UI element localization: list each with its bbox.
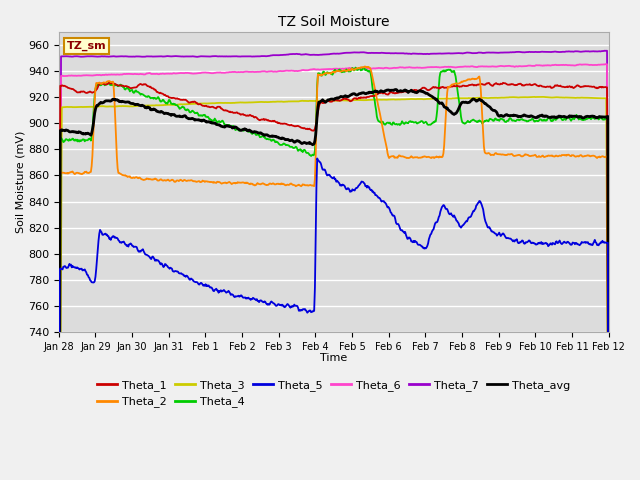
Theta_1 <box>417 86 425 92</box>
Theta_5 <box>177 270 185 276</box>
Theta_6 <box>206 70 214 76</box>
Theta_avg <box>417 88 425 94</box>
Line: Theta_5: Theta_5 <box>59 158 609 480</box>
Legend: Theta_1, Theta_2, Theta_3, Theta_4, Theta_5, Theta_6, Theta_7, Theta_avg: Theta_1, Theta_2, Theta_3, Theta_4, Thet… <box>97 380 570 408</box>
Theta_avg <box>605 409 612 415</box>
Theta_3 <box>122 103 129 109</box>
Theta_5 <box>122 241 129 247</box>
Theta_1 <box>207 104 215 110</box>
Theta_7 <box>65 53 72 59</box>
Theta_4 <box>122 87 129 93</box>
Theta_4 <box>65 138 72 144</box>
Theta_2 <box>417 155 425 160</box>
Theta_7 <box>601 48 609 54</box>
Theta_2 <box>401 155 409 160</box>
Line: Theta_avg: Theta_avg <box>59 89 609 480</box>
Theta_7 <box>605 464 612 470</box>
Text: TZ_sm: TZ_sm <box>67 41 107 51</box>
Theta_1 <box>122 83 130 89</box>
Y-axis label: Soil Moisture (mV): Soil Moisture (mV) <box>15 131 25 233</box>
Theta_3 <box>401 96 408 102</box>
Theta_4 <box>401 120 409 126</box>
Line: Theta_6: Theta_6 <box>59 64 609 480</box>
Theta_3 <box>177 101 185 107</box>
Theta_4 <box>417 118 425 124</box>
Theta_2 <box>206 179 214 185</box>
Theta_avg <box>122 99 129 105</box>
Theta_6 <box>177 70 185 76</box>
Theta_7 <box>417 51 424 57</box>
Theta_3 <box>538 94 545 100</box>
Theta_1 <box>106 80 113 85</box>
Theta_5 <box>417 243 425 249</box>
Theta_2 <box>65 170 72 176</box>
Theta_3 <box>206 100 214 106</box>
Theta_4 <box>177 105 185 111</box>
Theta_6 <box>605 473 612 479</box>
Line: Theta_7: Theta_7 <box>59 51 609 480</box>
Theta_1 <box>401 89 409 95</box>
Theta_7 <box>177 54 185 60</box>
Theta_avg <box>206 120 214 125</box>
Theta_1 <box>65 85 72 91</box>
Theta_3 <box>417 96 424 102</box>
Theta_avg <box>392 86 400 92</box>
Theta_7 <box>206 54 214 60</box>
Theta_avg <box>401 87 409 93</box>
Theta_2 <box>177 177 185 183</box>
Theta_6 <box>401 65 408 71</box>
Theta_5 <box>401 229 409 235</box>
Theta_5 <box>65 263 72 269</box>
Theta_6 <box>65 72 72 78</box>
Theta_5 <box>314 156 321 161</box>
Line: Theta_4: Theta_4 <box>59 68 609 480</box>
Line: Theta_2: Theta_2 <box>59 67 609 480</box>
Theta_2 <box>361 64 369 70</box>
Theta_avg <box>65 128 72 134</box>
Theta_2 <box>122 172 129 178</box>
Theta_6 <box>602 61 609 67</box>
Title: TZ Soil Moisture: TZ Soil Moisture <box>278 15 389 29</box>
Line: Theta_3: Theta_3 <box>59 97 609 480</box>
Theta_7 <box>401 51 408 57</box>
Theta_4 <box>206 116 214 122</box>
Theta_7 <box>122 53 129 59</box>
Theta_avg <box>177 114 185 120</box>
Theta_6 <box>417 65 424 71</box>
Line: Theta_1: Theta_1 <box>59 83 609 480</box>
Theta_4 <box>359 65 367 71</box>
Theta_5 <box>206 285 214 290</box>
Theta_3 <box>65 104 72 110</box>
X-axis label: Time: Time <box>320 353 348 363</box>
Theta_6 <box>122 71 129 77</box>
Theta_1 <box>178 97 186 103</box>
